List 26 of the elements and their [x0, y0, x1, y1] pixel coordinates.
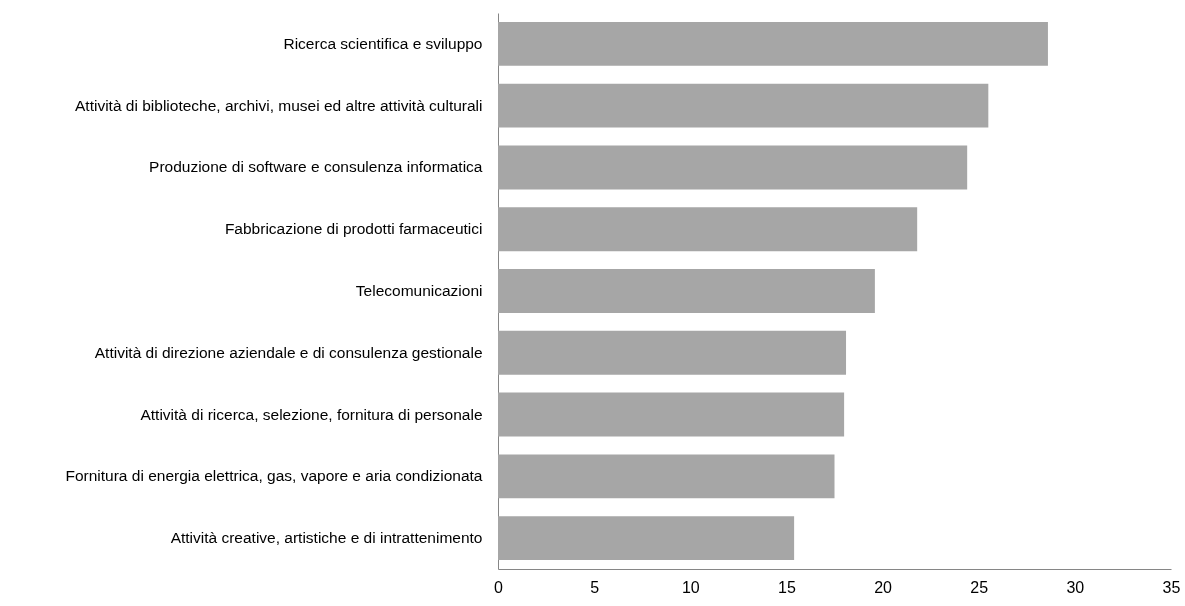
x-tick-label: 10 — [681, 578, 700, 596]
bar — [498, 21, 1048, 66]
x-tick-label: 15 — [778, 578, 796, 596]
bar — [498, 516, 795, 561]
bar — [498, 392, 845, 437]
x-tick-label: 5 — [590, 578, 600, 596]
bar — [498, 269, 875, 313]
y-tick-label: Attività creative, artistiche e di intrattenimento — [170, 529, 483, 547]
bar — [498, 83, 989, 128]
y-tick-label: Attività di direzione aziendale e di consulenza gestionale — [94, 343, 483, 361]
bar — [498, 330, 847, 375]
x-tick-label: 25 — [970, 578, 989, 596]
bar — [498, 207, 918, 252]
y-tick-label: Ricerca scientifica e sviluppo — [283, 34, 483, 52]
x-tick-label: 20 — [874, 578, 893, 596]
x-tick-label: 30 — [1066, 578, 1085, 596]
bar — [498, 454, 835, 499]
bar — [498, 145, 968, 190]
y-tick-label: Telecomunicazioni — [355, 282, 483, 299]
x-tick-label: 0 — [494, 578, 504, 596]
y-tick-label: Fabbricazione di prodotti farmaceutici — [224, 220, 483, 238]
y-tick-label: Attività di ricerca, selezione, fornitura di personale — [140, 405, 483, 423]
y-tick-label: Produzione di software e consulenza informatica — [149, 158, 483, 176]
x-tick-label: 35 — [1162, 578, 1181, 596]
y-tick-label: Attività di biblioteche, archivi, musei ed altre attività culturali — [75, 96, 483, 114]
y-tick-label: Fornitura di energia elettrica, gas, vapore e aria condizionata — [65, 467, 483, 485]
